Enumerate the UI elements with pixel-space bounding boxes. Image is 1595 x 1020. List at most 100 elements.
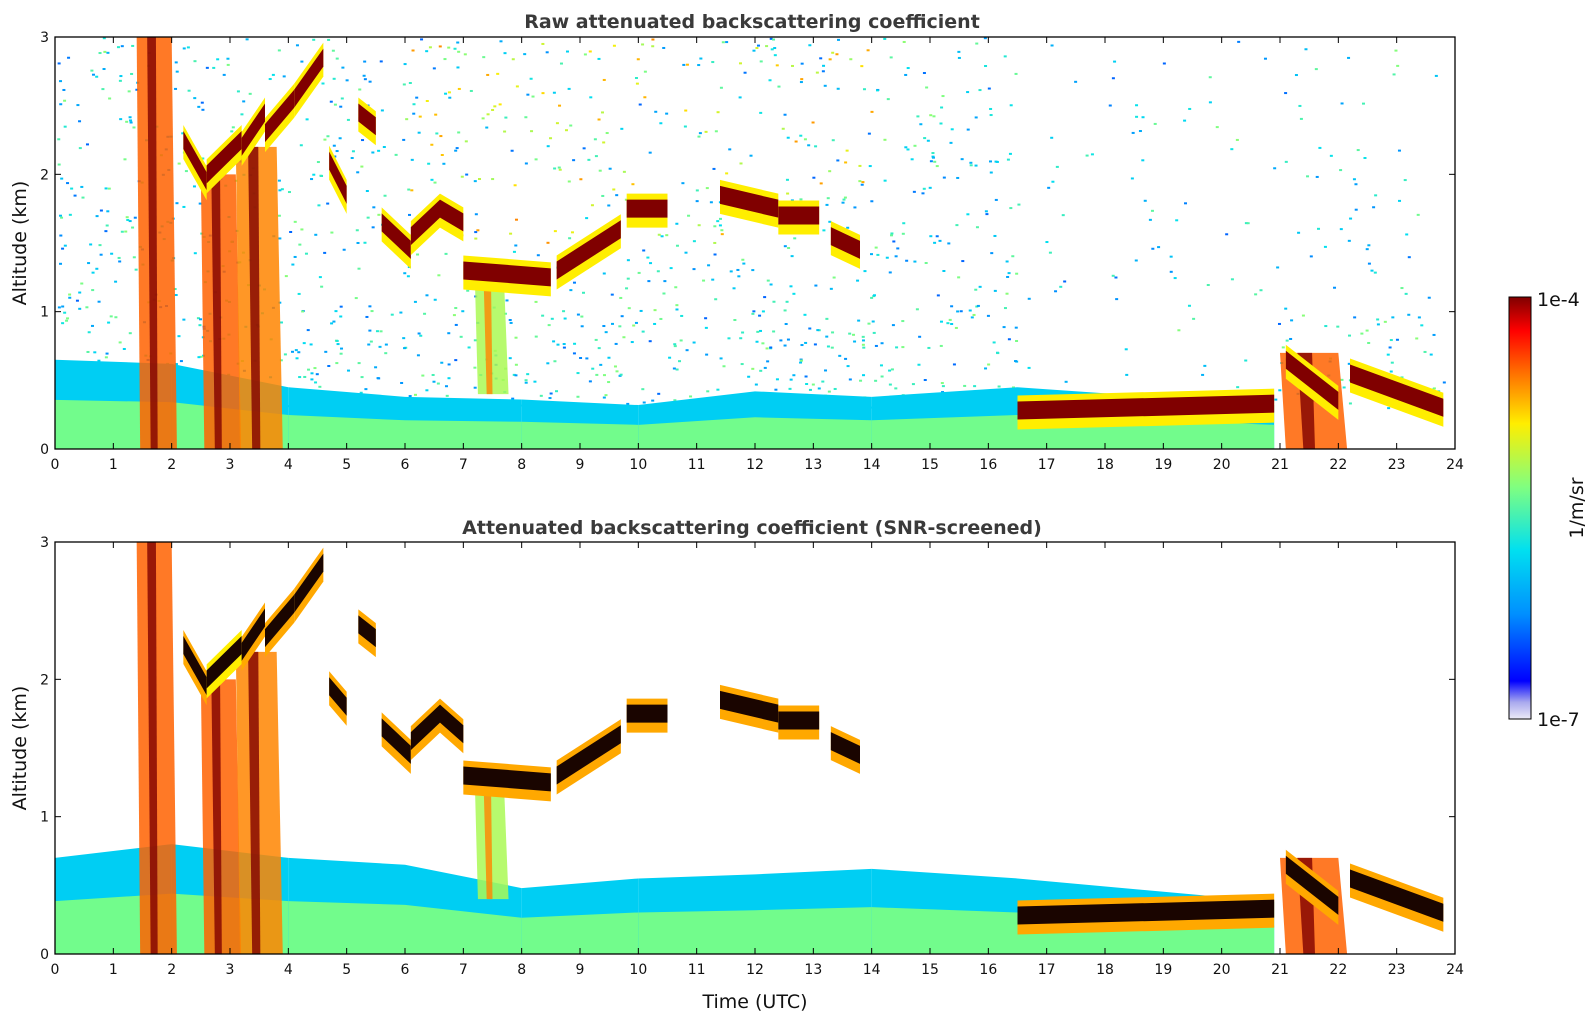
noise-pixel [291,350,295,353]
colorbar: 1e-4 1e-7 1/m/sr [1508,289,1588,731]
noise-pixel [482,56,486,59]
noise-pixel [1169,270,1173,273]
noise-pixel [1349,217,1353,220]
noise-pixel [651,399,655,402]
noise-pixel [1403,179,1407,182]
noise-pixel [1354,208,1358,211]
noise-pixel [105,352,109,355]
noise-pixel [339,105,343,108]
cloud-layer [183,636,207,696]
noise-pixel [534,158,538,161]
noise-pixel [972,313,976,316]
noise-pixel [585,357,589,360]
noise-pixel [1277,322,1281,325]
noise-pixel [870,110,874,113]
noise-pixel [553,230,557,233]
noise-pixel [1347,334,1351,337]
noise-pixel [697,135,701,138]
noise-pixel [553,360,557,363]
noise-pixel [534,335,538,338]
noise-pixel [789,285,793,288]
noise-pixel [915,308,919,311]
noise-pixel [305,118,309,121]
noise-pixel [751,269,755,272]
noise-pixel [996,352,1000,355]
noise-pixel [635,82,639,85]
noise-pixel [339,305,343,308]
noise-pixel [1236,386,1240,389]
noise-pixel [1085,154,1089,157]
x-tick-label: 4 [284,962,293,978]
noise-pixel [431,373,435,376]
noise-pixel [627,307,631,310]
noise-pixel [729,270,733,273]
noise-pixel [576,313,580,316]
noise-pixel [1390,361,1394,364]
noise-pixel [301,310,305,313]
x-tick-label: 23 [1388,962,1406,978]
noise-pixel [230,130,234,133]
noise-pixel [993,234,997,237]
noise-pixel [434,113,438,116]
noise-pixel [433,181,437,184]
noise-pixel [631,183,635,186]
noise-pixel [684,251,688,254]
noise-pixel [128,332,132,335]
noise-pixel [590,204,594,207]
noise-pixel [118,341,122,344]
noise-pixel [174,294,178,297]
noise-pixel [300,60,304,63]
cloud-layer [381,718,411,764]
noise-pixel [987,363,991,366]
noise-pixel [1007,338,1011,341]
noise-pixel [131,226,135,229]
noise-pixel [807,144,811,147]
noise-pixel [941,95,945,98]
noise-pixel [704,130,708,133]
noise-pixel [175,70,179,73]
noise-pixel [81,196,85,199]
noise-pixel [673,345,677,348]
noise-pixel [356,171,360,174]
noise-pixel [425,99,429,102]
x-tick-label: 10 [629,962,647,978]
noise-pixel [857,319,861,322]
noise-pixel [1015,272,1019,275]
noise-pixel [785,300,789,303]
noise-pixel [567,87,571,90]
noise-pixel [808,327,812,330]
noise-pixel [363,60,367,63]
noise-pixel [928,186,932,189]
y-axis-label: Altitude (km) [9,181,31,306]
noise-pixel [85,143,89,146]
noise-pixel [499,40,503,43]
x-tick-label: 20 [1213,457,1231,473]
noise-pixel [132,256,136,259]
noise-pixel [799,361,803,364]
noise-pixel [467,346,471,349]
noise-pixel [1134,259,1138,262]
noise-pixel [737,275,741,278]
noise-pixel [182,47,186,50]
noise-pixel [683,125,687,128]
noise-pixel [585,217,589,220]
noise-pixel [509,321,513,324]
noise-pixel [1192,317,1196,320]
precipitation-core [248,651,261,954]
noise-pixel [402,138,406,141]
noise-pixel [366,216,370,219]
x-axis: 0 1 2 3 4 5 6 7 8 9 10 11 12 13 14 15 16 17 18 19 20 21 22 23 24 [51,542,1464,978]
noise-pixel [931,155,935,158]
noise-pixel [805,383,809,386]
noise-pixel [755,340,759,343]
noise-pixel [474,213,478,216]
noise-pixel [1005,292,1009,295]
noise-pixel [931,156,935,159]
noise-pixel [800,344,804,347]
noise-pixel [1050,44,1054,47]
noise-pixel [104,356,108,359]
noise-pixel [714,130,718,133]
noise-pixel [956,176,960,179]
noise-pixel [698,132,702,135]
noise-pixel [859,379,863,382]
